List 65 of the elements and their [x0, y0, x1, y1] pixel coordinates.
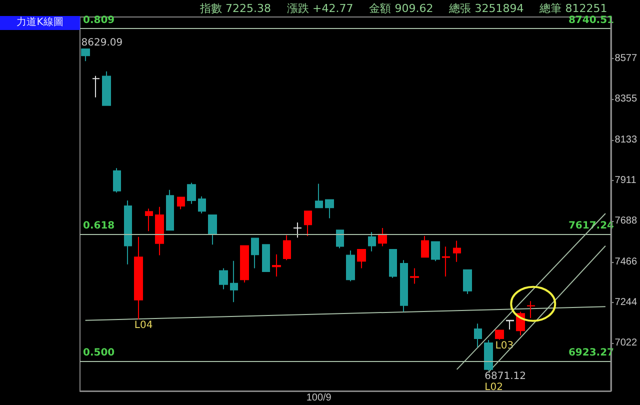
candlestick — [527, 300, 535, 319]
annotation: 0.500 — [83, 348, 115, 359]
candlestick — [198, 196, 206, 214]
y-tick-label: 8577 — [614, 53, 638, 64]
candlestick — [368, 232, 376, 252]
candlestick — [166, 189, 174, 231]
candlestick — [357, 249, 366, 269]
y-tick-label: 8133 — [614, 134, 638, 146]
candlestick — [389, 249, 397, 278]
candlestick — [102, 70, 111, 106]
text: 漲跌 +42.77 — [286, 1, 354, 16]
candlestick — [315, 183, 323, 208]
candlestick — [453, 240, 461, 262]
candlestick — [272, 254, 281, 277]
candlestick — [484, 339, 493, 372]
candlestick — [81, 48, 90, 62]
annotation: L04 — [134, 320, 153, 331]
candlestick — [400, 260, 408, 312]
candlestick — [230, 260, 238, 303]
candlestick — [336, 230, 344, 249]
candlestick — [113, 168, 121, 193]
candlestick — [124, 200, 132, 265]
candlestick — [262, 244, 270, 272]
candlestick — [474, 323, 482, 348]
text: 總張 3251894 — [449, 1, 524, 16]
candlestick — [410, 268, 419, 284]
candlestick — [431, 241, 440, 262]
text: 指數 7225.38 — [200, 1, 271, 16]
candlestick — [283, 234, 291, 261]
candlestick — [145, 208, 153, 232]
annotation: L02 — [484, 382, 503, 394]
text: 總筆 812251 — [540, 1, 608, 16]
y-tick-label: 7244 — [614, 296, 638, 308]
candlestick — [421, 236, 429, 258]
candlestick — [442, 246, 450, 277]
y-tick-label: 7022 — [614, 338, 638, 349]
candlestick — [506, 320, 514, 330]
candlestick — [208, 214, 217, 246]
y-tick-label: 7911 — [614, 174, 637, 186]
candlestick — [240, 245, 249, 283]
y-tick-label: 7688 — [614, 216, 638, 227]
annotation: 0.809 — [83, 15, 115, 26]
candlestick — [346, 250, 355, 282]
annotation: 0.618 — [83, 220, 115, 232]
candlestick — [92, 75, 100, 98]
candlestick — [293, 222, 302, 238]
chart-subtitle: 力道K線圖 — [0, 16, 80, 30]
text: 6871.12 — [484, 371, 526, 382]
candlestick — [177, 196, 185, 210]
candlestick — [304, 210, 312, 237]
candlestick — [463, 269, 472, 295]
candlestick — [378, 227, 387, 247]
text: 金額 909.62 — [369, 1, 434, 16]
text: 8629.09 — [81, 38, 123, 49]
y-tick-label: 8355 — [614, 94, 638, 105]
candlestick — [134, 236, 143, 320]
candlestick — [187, 182, 196, 204]
candlestick — [155, 206, 164, 256]
annotation: L03 — [495, 340, 514, 352]
candlestick — [325, 199, 334, 219]
candlestick — [495, 330, 504, 340]
y-tick-label: 7466 — [614, 256, 638, 268]
candlestick — [219, 268, 228, 290]
candlestick — [251, 238, 259, 269]
x-tick-label: 100/9 — [306, 392, 332, 404]
